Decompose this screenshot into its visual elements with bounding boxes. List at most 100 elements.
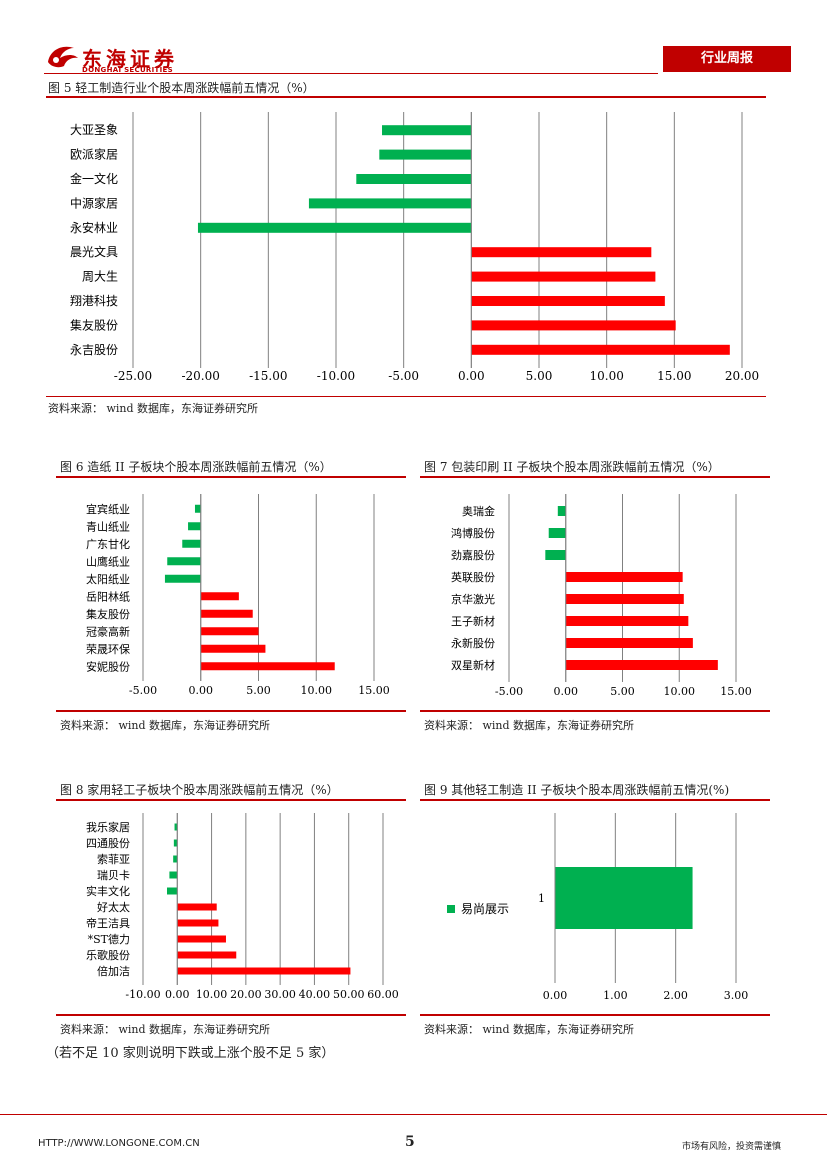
bar: [308, 198, 472, 209]
bar: [471, 247, 652, 258]
bar: [194, 504, 201, 513]
bar: [471, 271, 656, 282]
source-note: 资料来源： wind 数据库，东海证券研究所: [48, 402, 259, 415]
tick-label: -15.00: [249, 369, 287, 383]
tick-label: 50.00: [333, 988, 365, 1001]
category-label: 好太太: [97, 900, 130, 914]
footnote: （若不足 10 家则说明下跌或上涨个股不足 5 家）: [46, 1046, 335, 1061]
category-label: 岳阳林纸: [86, 589, 130, 603]
category-label: 乐歌股份: [86, 948, 130, 962]
category-label: 周大生: [82, 270, 118, 284]
category-label: 冠豪高新: [86, 624, 130, 638]
bar: [555, 867, 693, 929]
tick-label: 40.00: [299, 988, 331, 1001]
figure-title-rule: [420, 799, 770, 801]
tick-label: -25.00: [114, 369, 152, 383]
figure-title: 图 8 家用轻工子板块个股本周涨跌幅前五情况（%）: [60, 783, 339, 797]
bar-chart: 0.00 1.00 2.00 3.00 1 易尚展示: [447, 813, 748, 1002]
bar: [167, 887, 178, 895]
bar: [200, 662, 335, 671]
category-label: 大亚圣象: [70, 123, 118, 137]
category-label: 翔港科技: [70, 294, 118, 308]
category-label: 山鹰纸业: [86, 554, 130, 568]
category-label: 1: [538, 892, 545, 905]
tick-label: -20.00: [181, 369, 219, 383]
category-label: 英联股份: [451, 570, 495, 584]
category-label: 帝王洁具: [86, 916, 130, 930]
category-label: 永安林业: [70, 220, 118, 235]
bar: [177, 935, 226, 943]
bar: [177, 951, 237, 959]
source-note: 资料来源： wind 数据库，东海证券研究所: [60, 1023, 271, 1036]
bar: [565, 660, 718, 670]
tick-label: 0.00: [458, 369, 485, 383]
tick-label: 10.00: [196, 988, 228, 1001]
category-label: 奥瑞金: [462, 504, 495, 518]
bar: [177, 903, 217, 911]
tick-label: 30.00: [264, 988, 296, 1001]
source-rule: [420, 710, 770, 712]
figure-title-rule: [56, 476, 406, 478]
legend-label: 易尚展示: [461, 902, 509, 916]
category-label: 永吉股份: [70, 343, 118, 357]
figure-title-rule: [46, 96, 766, 98]
figure-title: 图 5 轻工制造行业个股本周涨跌幅前五情况（%）: [48, 81, 315, 95]
tick-label: 1.00: [603, 989, 628, 1002]
bar: [200, 592, 239, 601]
bar: [379, 149, 472, 160]
figure-title: 图 6 造纸 II 子板块个股本周涨跌幅前五情况（%）: [60, 460, 332, 474]
category-label: 金一文化: [70, 171, 118, 186]
tick-label: 10.00: [664, 685, 696, 698]
category-label: 广东甘化: [86, 537, 130, 551]
logo-text-en: DONGHAI SECURITIES: [82, 66, 173, 74]
tick-label: -5.00: [495, 685, 523, 698]
company-logo: [44, 40, 204, 74]
footer-divider: [0, 1114, 827, 1115]
source-rule: [56, 1014, 406, 1016]
tick-label: 2.00: [663, 989, 688, 1002]
category-label: 双星新材: [451, 658, 495, 672]
bar: [188, 522, 201, 531]
bar: [200, 627, 259, 636]
bar: [565, 616, 689, 626]
footer-url-link[interactable]: HTTP://WWW.LONGONE.COM.CN: [38, 1138, 200, 1149]
bar: [356, 174, 472, 184]
figure-title-rule: [420, 476, 770, 478]
category-label: 中源家居: [70, 195, 118, 210]
risk-disclaimer: 市场有风险，投资需谨慎: [682, 1142, 782, 1152]
bar-chart: -25.00 -20.00 -15.00 -10.00 -5.00 0.00 5.00 10.…: [70, 112, 759, 383]
category-label: *ST德力: [88, 932, 130, 946]
header-divider: [44, 73, 658, 74]
category-label: 劲嘉股份: [451, 548, 495, 562]
bar: [177, 967, 351, 975]
category-label: 鸿博股份: [451, 526, 495, 540]
bar-chart: -10.00 0.00 10.00 20.00 30.00 40.00 50.00 60.00…: [86, 813, 399, 1001]
report-type-badge: 行业周报: [663, 46, 791, 72]
category-label: 安妮股份: [86, 659, 130, 673]
bar: [565, 638, 693, 648]
tick-label: 0.00: [554, 685, 579, 698]
tick-label: 15.00: [720, 685, 752, 698]
figure-title: 图 9 其他轻工制造 II 子板块个股本周涨跌幅前五情况(%): [424, 783, 730, 797]
category-label: 实丰文化: [86, 884, 130, 898]
legend-swatch: [447, 905, 455, 913]
tick-label: -5.00: [388, 369, 419, 383]
bar: [174, 823, 178, 831]
tick-label: 15.00: [358, 684, 390, 697]
tick-label: 20.00: [725, 369, 759, 383]
tick-label: 15.00: [657, 369, 691, 383]
tick-label: 60.00: [367, 988, 399, 1001]
tick-label: 10.00: [301, 684, 333, 697]
tick-label: 0.00: [543, 989, 568, 1002]
bar: [197, 222, 472, 233]
bar: [548, 528, 566, 538]
tick-label: 20.00: [230, 988, 262, 1001]
tick-label: -10.00: [125, 988, 160, 1001]
tick-label: -10.00: [317, 369, 355, 383]
category-label: 我乐家居: [86, 820, 130, 834]
tick-label: 10.00: [589, 369, 623, 383]
category-label: 倍加洁: [97, 964, 130, 978]
bar: [557, 506, 566, 516]
bar: [382, 125, 472, 136]
bar: [173, 855, 178, 863]
